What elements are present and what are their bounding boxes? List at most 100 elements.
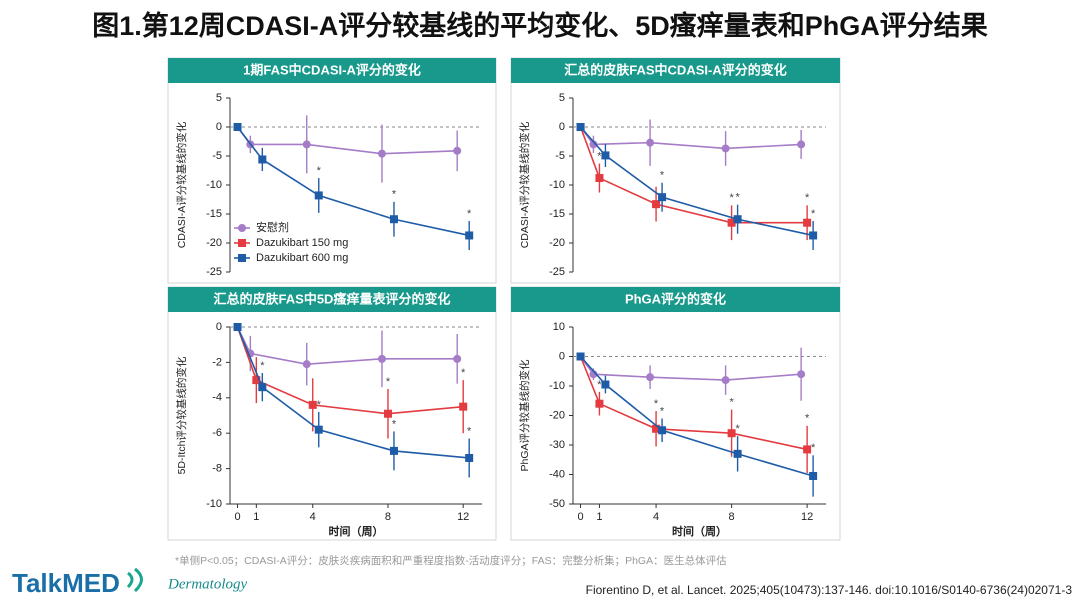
logo-waves (126, 567, 143, 593)
point (727, 429, 736, 438)
point (601, 380, 610, 389)
y-tick-label: -40 (549, 468, 565, 480)
significance-mark: * (597, 150, 602, 162)
y-tick-label: -6 (212, 427, 222, 439)
y-tick-label: 0 (216, 321, 222, 333)
panel-header (168, 287, 496, 312)
legend-label: 安慰剂 (256, 220, 289, 234)
y-tick-label: -2 (212, 356, 222, 368)
significance-mark: * (660, 405, 665, 417)
x-tick-label: 4 (310, 511, 316, 523)
point (809, 471, 818, 480)
footnote: *单侧P<0.05；CDASI-A评分：皮肤炎疾病面积和严重程度指数-活动度评分… (175, 554, 727, 567)
panel (510, 57, 841, 284)
point (576, 123, 585, 131)
y-tick-label: 10 (553, 321, 565, 333)
y-axis-label: 5D-Itch评分较基线的变化 (175, 356, 188, 474)
legend-marker (238, 224, 246, 232)
y-tick-label: -5 (212, 150, 222, 162)
point (383, 409, 392, 418)
point (453, 146, 462, 155)
point (595, 399, 604, 408)
y-axis-label: CDASI-A评分较基线的变化 (518, 121, 531, 248)
point (453, 354, 462, 363)
y-tick-label: 5 (559, 92, 565, 104)
slide-title: 图1.第12周CDASI-A评分较基线的平均变化、5D瘙痒量表和PhGA评分结果 (92, 10, 988, 41)
panel-title: 汇总的皮肤FAS中5D瘙痒量表评分的变化 (214, 291, 451, 306)
legend-label: Dazukibart 600 mg (256, 252, 348, 264)
y-tick-label: -20 (206, 237, 222, 249)
x-tick-label: 8 (729, 511, 735, 523)
panel-title: PhGA评分的变化 (625, 291, 726, 306)
y-axis-label: CDASI-A评分较基线的变化 (175, 121, 188, 248)
point (233, 123, 242, 131)
panel-header (168, 58, 496, 83)
point (658, 193, 667, 202)
x-tick-label: 0 (577, 511, 583, 523)
logo: TalkMED Dermatology (12, 567, 247, 598)
x-tick-label: 12 (457, 511, 469, 523)
point (727, 218, 736, 227)
y-tick-label: -10 (549, 179, 565, 191)
point (258, 383, 267, 392)
y-tick-label: -20 (549, 237, 565, 249)
significance-mark: * (461, 367, 466, 379)
y-tick-label: -20 (549, 409, 565, 421)
y-tick-label: -5 (555, 150, 565, 162)
point (646, 373, 655, 382)
point (595, 174, 604, 183)
x-tick-label: 1 (596, 511, 602, 523)
point (721, 144, 730, 153)
point (658, 426, 667, 435)
point (389, 215, 398, 224)
point (797, 140, 806, 149)
x-tick-label: 8 (385, 511, 391, 523)
point (733, 449, 742, 458)
significance-mark: * (654, 398, 659, 410)
panel (167, 286, 497, 541)
x-tick-label: 12 (801, 511, 813, 523)
point (459, 402, 468, 411)
point (252, 376, 261, 385)
x-tick-label: 4 (653, 511, 659, 523)
x-tick-label: 1 (253, 511, 259, 523)
y-tick-label: -50 (549, 498, 565, 510)
legend-label: Dazukibart 150 mg (256, 237, 348, 249)
point (652, 424, 661, 433)
point (646, 138, 655, 147)
point (377, 149, 386, 158)
y-tick-label: 5 (216, 92, 222, 104)
y-tick-label: -25 (549, 266, 565, 278)
point (652, 200, 661, 209)
panel-title: 汇总的皮肤FAS中CDASI-A评分的变化 (564, 62, 786, 77)
panel (510, 286, 841, 541)
x-axis-label: 时间（周） (329, 524, 384, 538)
y-tick-label: -4 (212, 392, 222, 404)
y-tick-label: 0 (559, 121, 565, 133)
point (233, 323, 242, 331)
significance-mark: * (805, 413, 810, 425)
point (377, 354, 386, 363)
significance-mark: * (735, 192, 740, 204)
point (314, 425, 323, 434)
legend-marker (238, 239, 246, 247)
panel-header (511, 287, 840, 312)
significance-mark: * (811, 442, 816, 454)
point (308, 400, 317, 409)
citation: Fiorentino D, et al. Lancet. 2025;405(10… (586, 583, 1073, 597)
significance-mark: * (317, 399, 322, 411)
significance-mark: * (467, 208, 472, 220)
point (302, 360, 311, 369)
point (589, 140, 598, 149)
y-tick-label: -15 (206, 208, 222, 220)
significance-mark: * (660, 170, 665, 182)
point (302, 140, 311, 149)
legend-marker (238, 254, 246, 262)
point (721, 376, 730, 385)
panel-header (511, 58, 840, 83)
significance-mark: * (729, 192, 734, 204)
point (803, 218, 812, 227)
significance-mark: * (597, 379, 602, 391)
point (576, 352, 585, 361)
significance-mark: * (729, 397, 734, 409)
